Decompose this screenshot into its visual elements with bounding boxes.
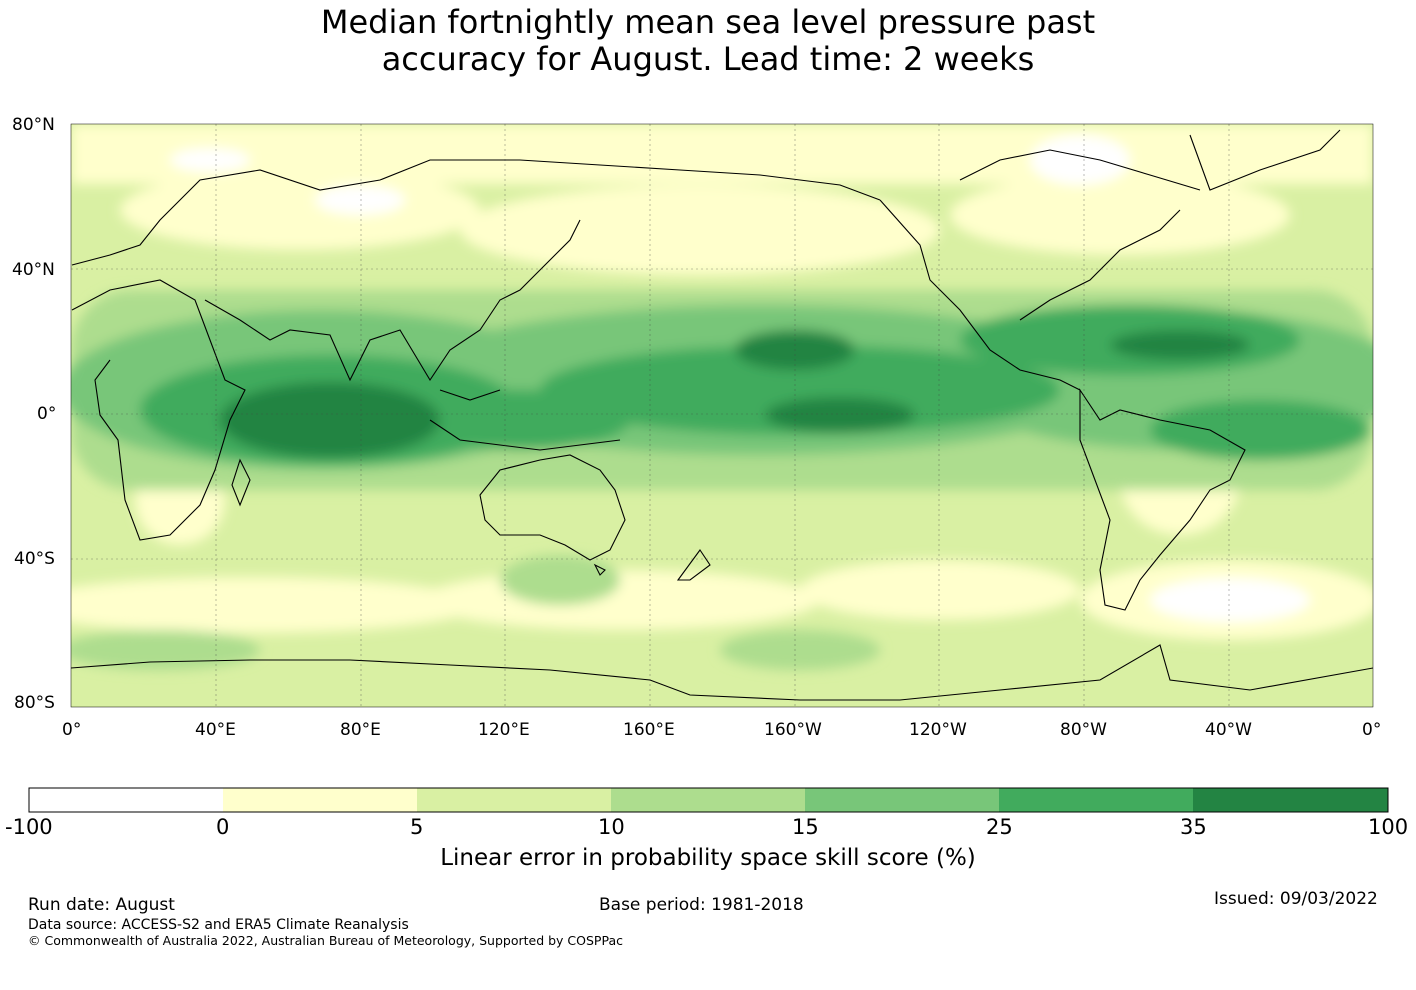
colorbar-swatch	[417, 788, 611, 812]
colorbar-tick: 25	[986, 815, 1013, 839]
map-title-line-2: accuracy for August. Lead time: 2 weeks	[381, 40, 1035, 78]
lat-label-80n: 80°N	[12, 115, 55, 135]
colorbar-tick: 10	[598, 815, 625, 839]
lon-label-0-right: 0°	[1362, 720, 1382, 740]
colorbar-tick: 0	[216, 815, 230, 839]
colorbar-tick: 35	[1180, 815, 1207, 839]
skill-field	[71, 124, 1373, 707]
colorbar-tick: 15	[792, 815, 819, 839]
colorbar-frame	[28, 787, 1389, 813]
lon-label-160e: 160°E	[623, 720, 675, 740]
colorbar-label: Linear error in probability space skill …	[440, 845, 976, 871]
colorbar-tick: -100	[5, 815, 53, 839]
lon-label-80e: 80°E	[340, 720, 381, 740]
lon-label-160w: 160°W	[764, 720, 822, 740]
colorbar-swatch	[999, 788, 1193, 812]
lon-label-0-left: 0°	[62, 720, 82, 740]
colorbar-swatch	[1193, 788, 1388, 812]
colorbar-swatch	[223, 788, 417, 812]
map-title-line-1: Median fortnightly mean sea level pressu…	[320, 3, 1096, 41]
lat-label-40n: 40°N	[12, 260, 55, 280]
colorbar-swatch	[611, 788, 805, 812]
colorbar-tick: 5	[410, 815, 424, 839]
colorbar	[28, 787, 1389, 813]
lon-label-40w: 40°W	[1205, 720, 1252, 740]
issued-date: Issued: 09/03/2022	[1214, 889, 1378, 909]
copyright: © Commonwealth of Australia 2022, Austra…	[28, 933, 623, 948]
colorbar-swatch	[29, 788, 223, 812]
colorbar-tick: 100	[1368, 815, 1409, 839]
data-source: Data source: ACCESS-S2 and ERA5 Climate …	[28, 917, 409, 933]
run-date: Run date: August	[28, 895, 175, 915]
lon-label-120e: 120°E	[478, 720, 530, 740]
base-period: Base period: 1981-2018	[599, 895, 804, 915]
lon-label-80w: 80°W	[1060, 720, 1107, 740]
lon-label-120w: 120°W	[909, 720, 967, 740]
lat-label-40s: 40°S	[14, 549, 55, 569]
graticule	[71, 124, 1373, 707]
skill-patches	[71, 124, 1373, 670]
map-frame	[70, 123, 1374, 708]
lon-label-40e: 40°E	[195, 720, 236, 740]
colorbar-swatch	[805, 788, 999, 812]
lat-label-80s: 80°S	[14, 693, 55, 713]
coastlines	[71, 129, 1373, 701]
lat-label-equator: 0°	[37, 404, 57, 424]
